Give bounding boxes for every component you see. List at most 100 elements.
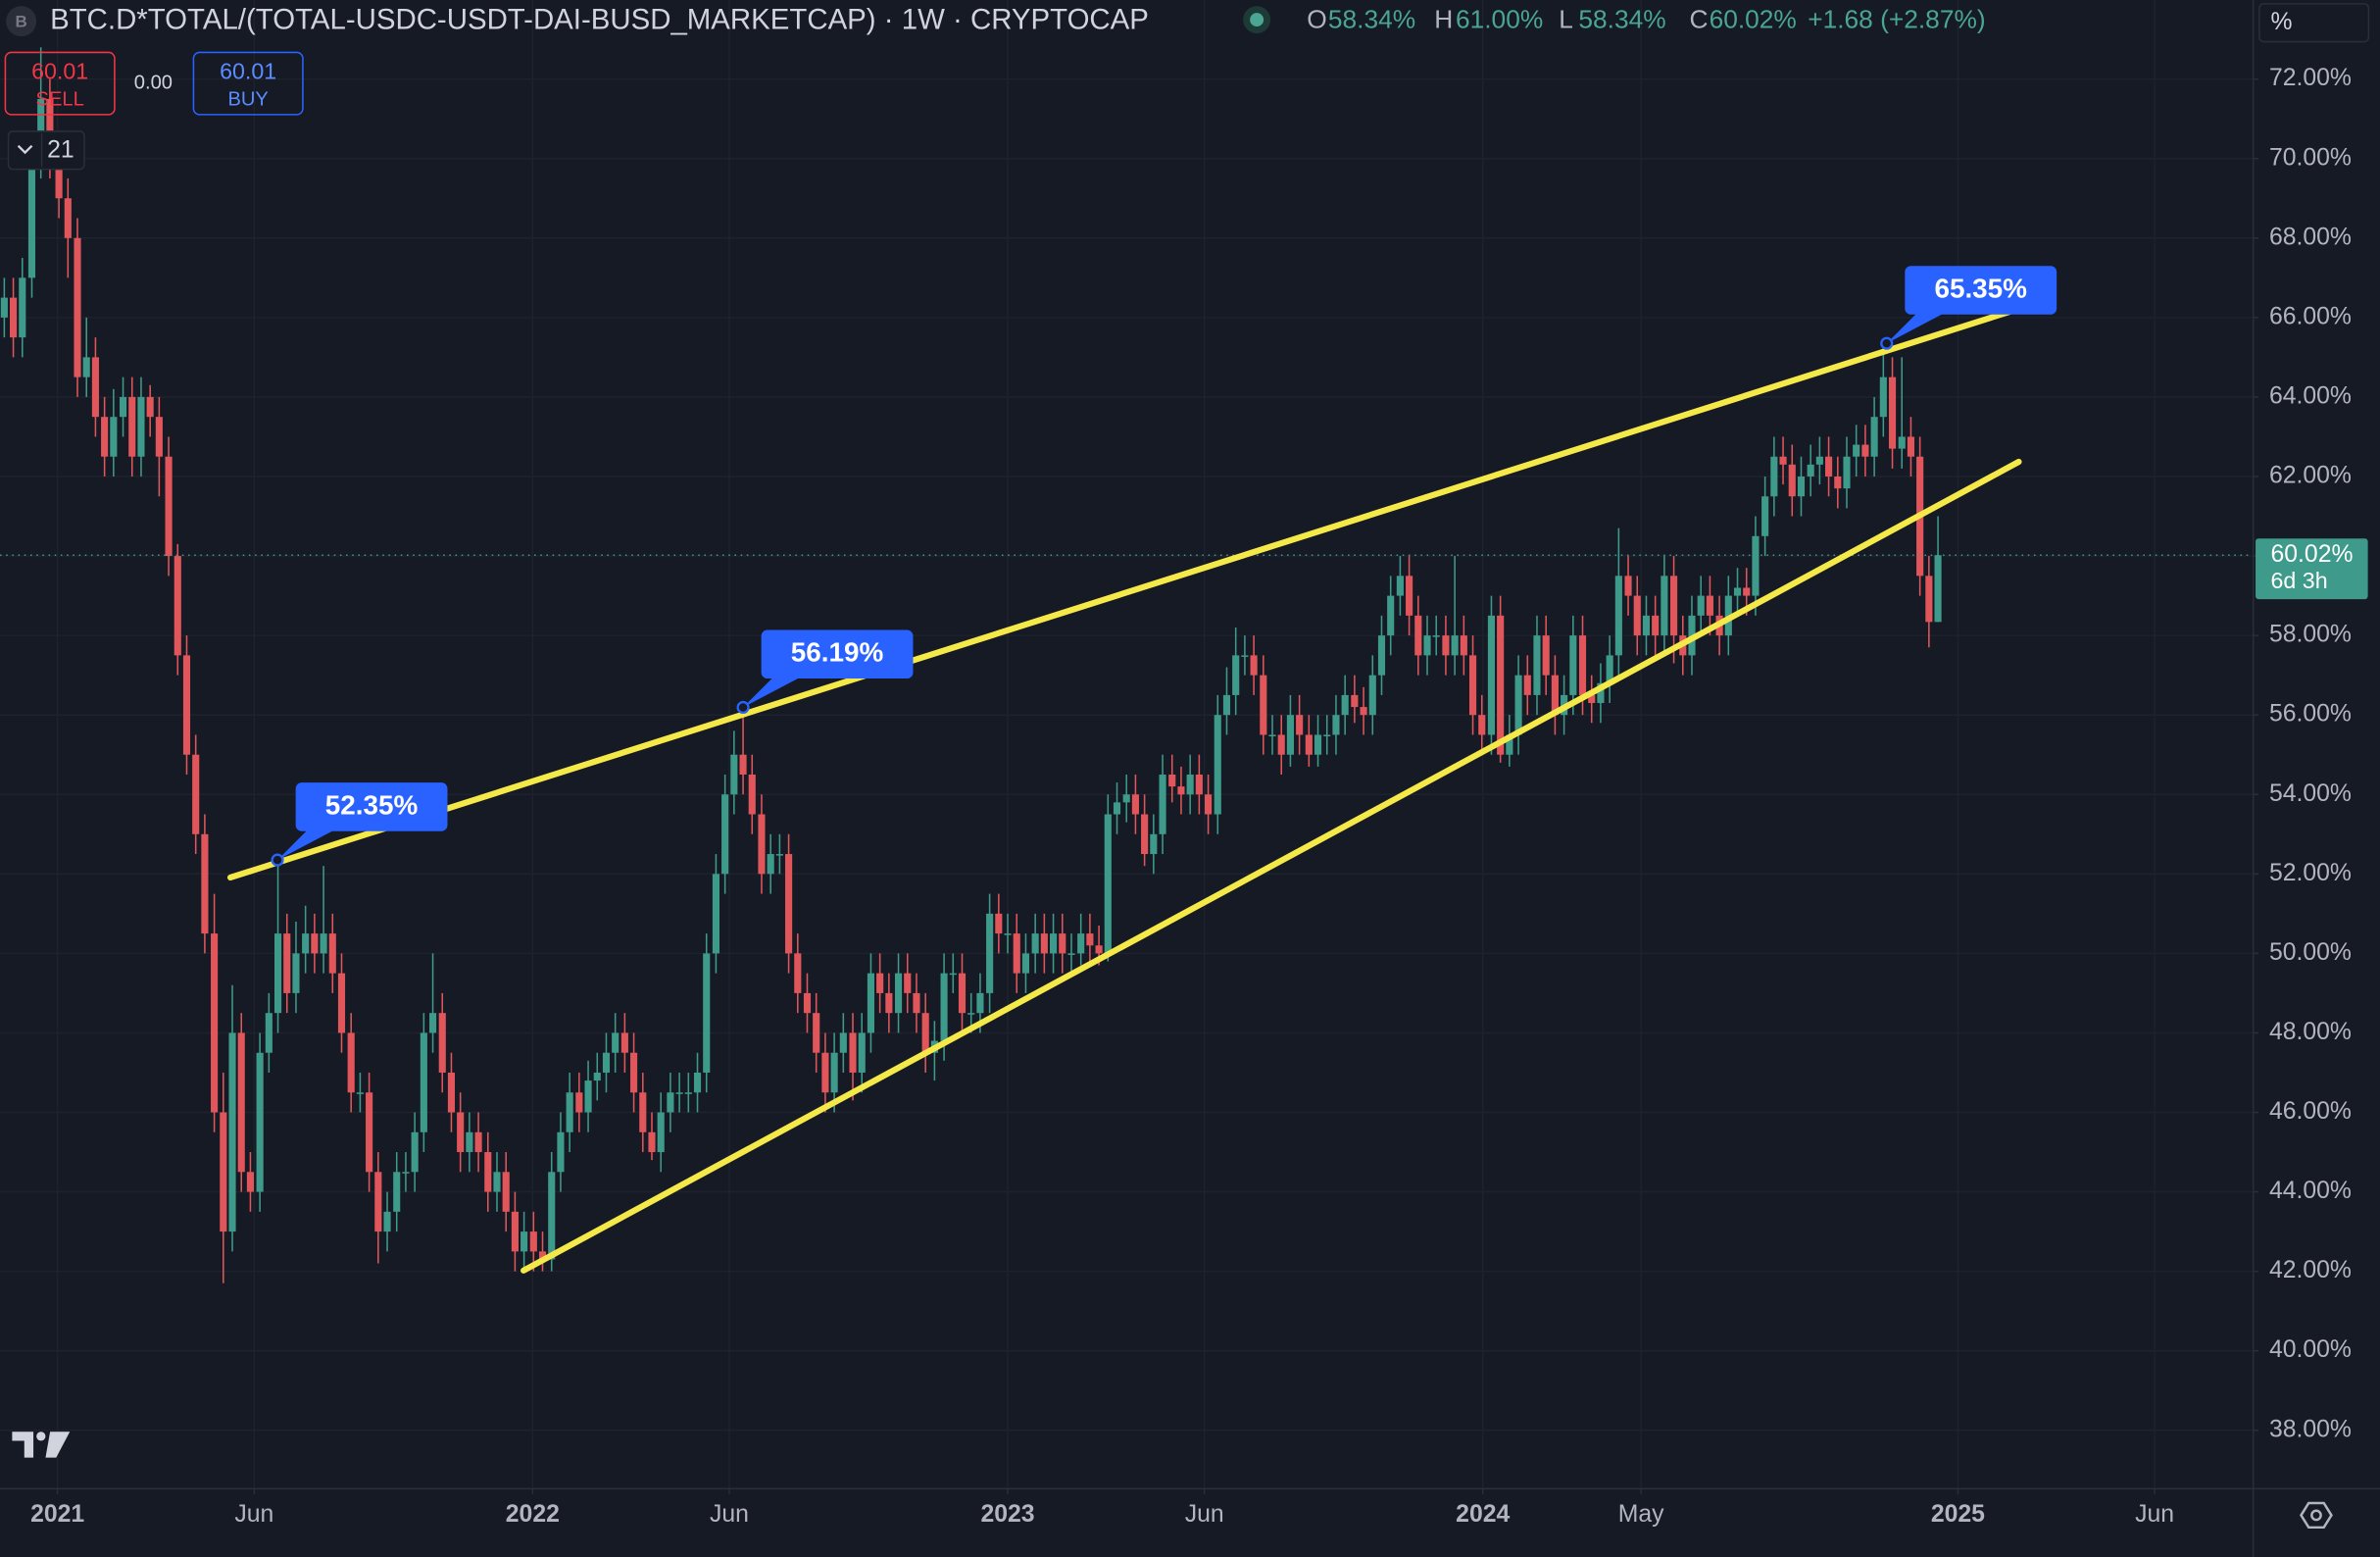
candle-body <box>1888 377 1897 449</box>
candle-body <box>474 1131 482 1153</box>
symbol-title[interactable]: BTC.D*TOTAL/(TOTAL-USDC-USDT-DAI-BUSD_MA… <box>50 3 1149 35</box>
candle-body <box>794 953 802 993</box>
last-price-label: 60.02% <box>2271 541 2354 568</box>
candle-body <box>311 933 319 954</box>
candle-body <box>1934 555 1942 623</box>
candle-body <box>785 854 793 954</box>
y-tick-label: 50.00% <box>2269 939 2352 966</box>
candle-body <box>1277 734 1285 755</box>
candle-body <box>1815 456 1823 465</box>
candle-body <box>91 357 99 418</box>
x-tick-label: Jun <box>710 1501 749 1528</box>
candle-body <box>292 953 300 993</box>
candle-body <box>575 1092 583 1113</box>
ohlc-key: C <box>1689 5 1708 34</box>
y-tick-label: 40.00% <box>2269 1336 2352 1363</box>
y-tick-label: 62.00% <box>2269 463 2352 489</box>
candle-body <box>1633 595 1641 636</box>
chevron-icon <box>17 144 33 155</box>
candle-body <box>366 1092 373 1173</box>
buy-price: 60.01 <box>220 58 276 83</box>
y-tick-label: 48.00% <box>2269 1019 2352 1045</box>
candle-body <box>1442 635 1450 656</box>
tradingview-logo[interactable] <box>12 1431 71 1458</box>
sell-button[interactable] <box>4 51 116 116</box>
candle-body <box>620 1032 628 1053</box>
candle-body <box>913 992 920 1014</box>
candle-body <box>1661 576 1668 636</box>
candle-body <box>1077 933 1085 954</box>
candle-body <box>693 1072 702 1093</box>
x-tick-label: 2023 <box>980 1501 1034 1528</box>
logo-part <box>12 1431 34 1458</box>
candle-body <box>1697 595 1705 616</box>
candle-body <box>1460 635 1467 656</box>
candle-body <box>1122 794 1130 803</box>
last-price-tag <box>2256 538 2368 600</box>
candle-body <box>1807 464 1814 477</box>
ohlc-value: 58.34% <box>1328 5 1415 34</box>
candle-body <box>493 1172 501 1192</box>
callout-pointer <box>743 677 801 708</box>
change: +1.68 (+2.87%) <box>1808 5 1985 34</box>
candle-body <box>328 933 336 974</box>
candle-body <box>775 854 783 856</box>
candle-body <box>1743 587 1751 596</box>
candle-body <box>858 1032 866 1073</box>
candle-body <box>246 1172 254 1192</box>
candle-body <box>1222 694 1231 716</box>
candle-body <box>1241 655 1249 657</box>
unit-button[interactable] <box>2258 3 2370 43</box>
candle-body <box>538 1251 547 1260</box>
settings-icon[interactable] <box>2300 1501 2333 1530</box>
candle-body <box>1423 635 1431 656</box>
candle-body <box>347 1032 355 1093</box>
x-tick-label: 2025 <box>1931 1501 1985 1528</box>
candle-body <box>1396 576 1404 596</box>
callout-box <box>761 629 914 679</box>
symbol-icon-letter: B <box>16 13 27 31</box>
candle-body <box>19 277 26 338</box>
candle-body <box>165 456 173 557</box>
candle-body <box>337 973 346 1033</box>
candle-body <box>411 1131 419 1173</box>
candle-body <box>220 1112 227 1232</box>
candle-body <box>428 1013 437 1033</box>
candle-body <box>283 933 291 993</box>
callout-label: 65.35% <box>1934 273 2027 303</box>
candle-body <box>320 933 327 954</box>
callout-point <box>736 700 750 715</box>
candle-body <box>1907 436 1914 457</box>
callout-point <box>1880 336 1894 350</box>
candle-body <box>182 655 191 755</box>
candle-body <box>1797 476 1806 497</box>
candle-body <box>1341 694 1349 716</box>
candle-body <box>940 973 948 1041</box>
candle-body <box>1487 615 1496 735</box>
candle-body <box>529 1231 537 1252</box>
candle-body <box>986 913 994 993</box>
candle-body <box>1779 456 1787 465</box>
candle-body <box>1523 675 1531 695</box>
candle-body <box>675 1092 683 1094</box>
indicators-toggle[interactable] <box>7 130 85 171</box>
candle-body <box>767 854 774 875</box>
callout-point <box>271 853 284 867</box>
candle-body <box>1040 933 1048 954</box>
candle-body <box>0 297 8 318</box>
candle-body <box>730 754 738 795</box>
sell-label: SELL <box>36 89 84 111</box>
candle-body <box>1021 953 1030 974</box>
candle-body <box>1542 635 1550 676</box>
candle-body <box>146 396 154 418</box>
candle-body <box>958 973 967 1014</box>
candle-body <box>803 992 812 1014</box>
buy-button[interactable] <box>192 51 304 116</box>
candle-body <box>648 1131 656 1153</box>
candle-body <box>438 1013 446 1073</box>
symbol-icon[interactable] <box>6 6 37 37</box>
y-tick-label: 42.00% <box>2269 1257 2352 1283</box>
candle-body <box>1368 675 1376 716</box>
y-tick-label: 72.00% <box>2269 65 2352 91</box>
sell-price: 60.01 <box>31 58 88 83</box>
